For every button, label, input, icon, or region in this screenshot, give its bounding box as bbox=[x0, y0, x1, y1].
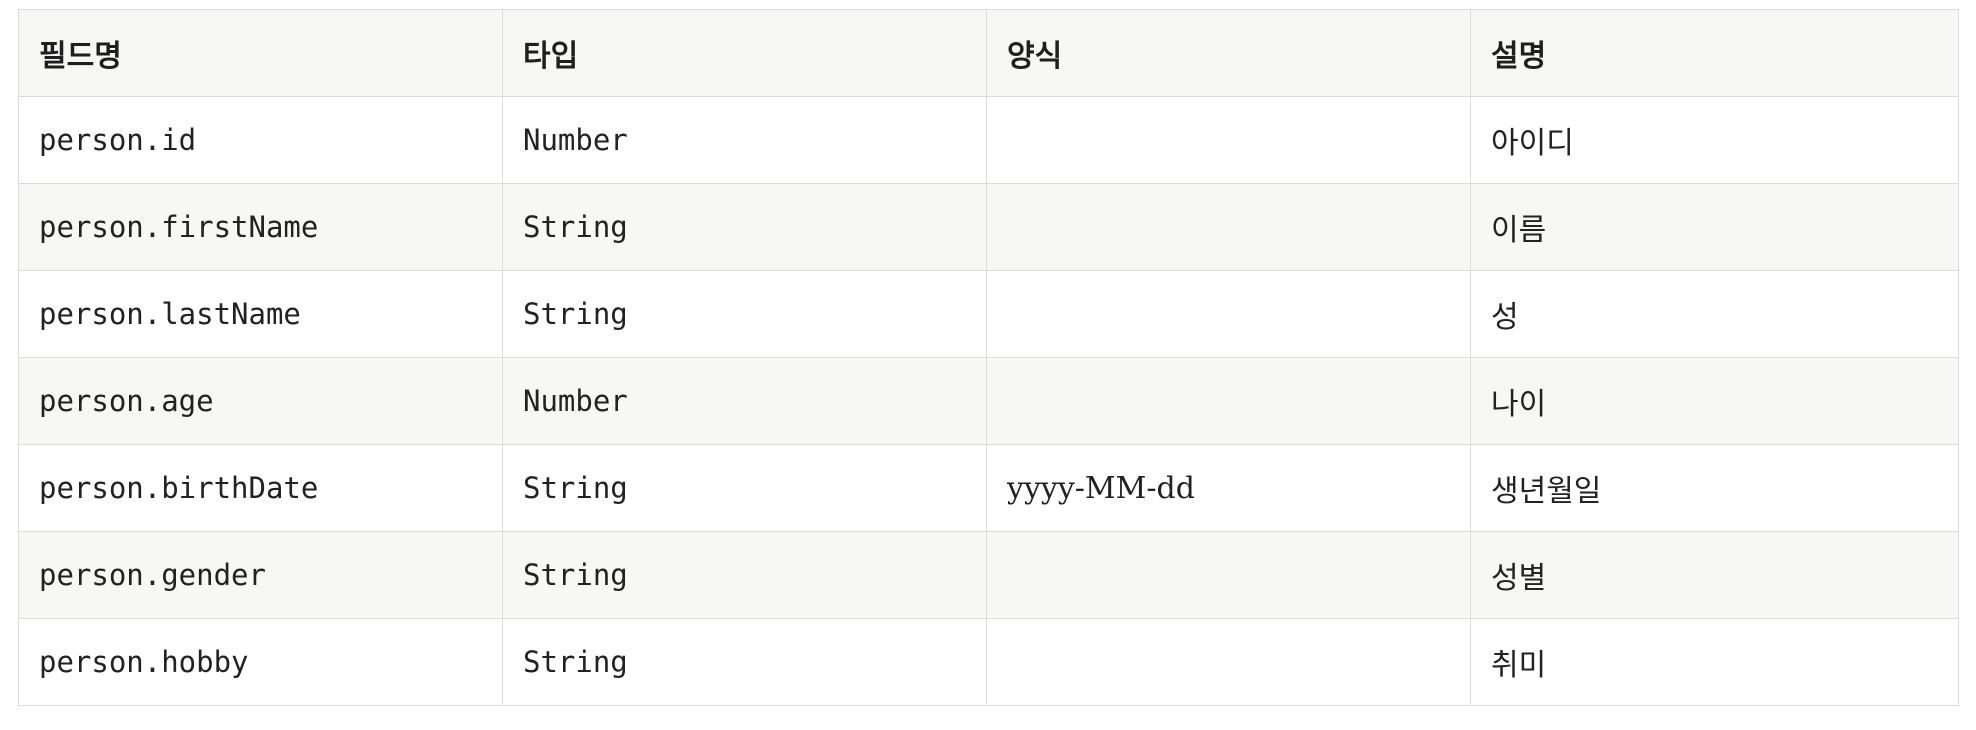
cell-format bbox=[986, 96, 1471, 184]
cell-field: person.gender bbox=[18, 531, 503, 619]
cell-description: 성별 bbox=[1470, 531, 1959, 619]
table-row: person.gender String 성별 bbox=[18, 531, 1959, 619]
cell-type: String bbox=[502, 618, 987, 706]
fields-table: 필드명 타입 양식 설명 person.id Number 아이디 person… bbox=[18, 9, 1959, 706]
cell-type: Number bbox=[502, 357, 987, 445]
cell-format bbox=[986, 357, 1471, 445]
table-header-row: 필드명 타입 양식 설명 bbox=[18, 9, 1959, 97]
table-row: person.birthDate String yyyy-MM-dd 생년월일 bbox=[18, 444, 1959, 532]
cell-format bbox=[986, 183, 1471, 271]
cell-format: yyyy-MM-dd bbox=[986, 444, 1471, 532]
table-row: person.hobby String 취미 bbox=[18, 618, 1959, 706]
cell-format bbox=[986, 531, 1471, 619]
cell-field: person.birthDate bbox=[18, 444, 503, 532]
header-format: 양식 bbox=[986, 9, 1471, 97]
table-row: person.id Number 아이디 bbox=[18, 96, 1959, 184]
cell-format bbox=[986, 618, 1471, 706]
header-field-name: 필드명 bbox=[18, 9, 503, 97]
cell-format bbox=[986, 270, 1471, 358]
cell-field: person.id bbox=[18, 96, 503, 184]
cell-description: 이름 bbox=[1470, 183, 1959, 271]
cell-description: 나이 bbox=[1470, 357, 1959, 445]
header-type: 타입 bbox=[502, 9, 987, 97]
table-row: person.age Number 나이 bbox=[18, 357, 1959, 445]
fields-table-container: 필드명 타입 양식 설명 person.id Number 아이디 person… bbox=[18, 9, 1959, 706]
cell-description: 생년월일 bbox=[1470, 444, 1959, 532]
table-row: person.firstName String 이름 bbox=[18, 183, 1959, 271]
cell-description: 성 bbox=[1470, 270, 1959, 358]
header-description: 설명 bbox=[1470, 9, 1959, 97]
cell-field: person.hobby bbox=[18, 618, 503, 706]
cell-field: person.age bbox=[18, 357, 503, 445]
table-row: person.lastName String 성 bbox=[18, 270, 1959, 358]
cell-description: 아이디 bbox=[1470, 96, 1959, 184]
cell-type: String bbox=[502, 531, 987, 619]
cell-field: person.firstName bbox=[18, 183, 503, 271]
cell-type: Number bbox=[502, 96, 987, 184]
cell-type: String bbox=[502, 270, 987, 358]
cell-description: 취미 bbox=[1470, 618, 1959, 706]
cell-field: person.lastName bbox=[18, 270, 503, 358]
cell-type: String bbox=[502, 183, 987, 271]
cell-type: String bbox=[502, 444, 987, 532]
